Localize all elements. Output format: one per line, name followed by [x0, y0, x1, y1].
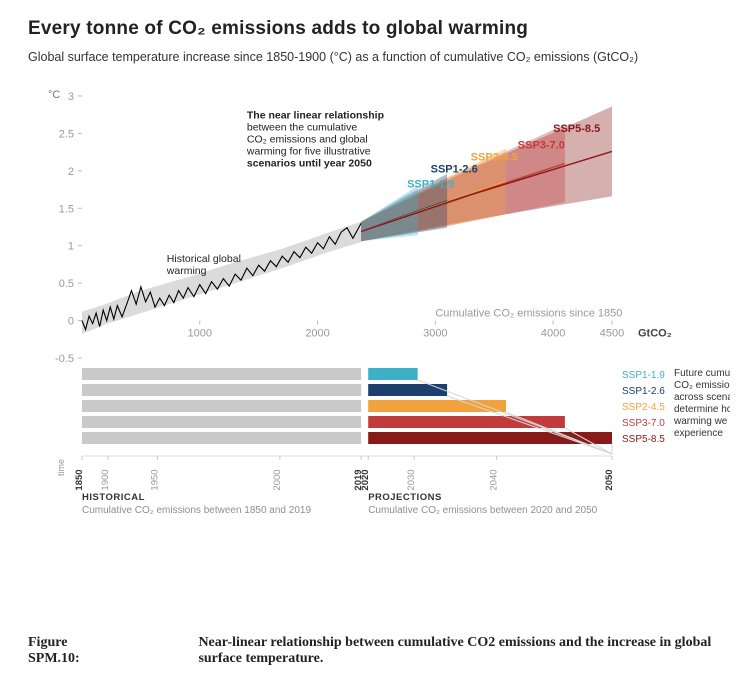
svg-text:2000: 2000	[272, 469, 283, 490]
svg-text:The near linear relationship: The near linear relationship	[247, 109, 384, 121]
svg-text:SSP3-7.0: SSP3-7.0	[622, 418, 665, 429]
caption-text: Near-linear relationship between cumulat…	[130, 635, 730, 667]
svg-text:1900: 1900	[100, 469, 111, 490]
svg-text:SSP1-2.6: SSP1-2.6	[431, 163, 478, 175]
svg-text:3000: 3000	[423, 328, 447, 340]
svg-text:Cumulative CO₂ emissions since: Cumulative CO₂ emissions since 1850	[435, 308, 622, 320]
svg-text:2000: 2000	[305, 328, 329, 340]
svg-text:across scenarios, and: across scenarios, and	[674, 392, 730, 403]
chart-container: -0.5 0 0.5 1 1.5 2 2.5 3 °C 1000 2000 3000 4000 4500 C…	[28, 68, 730, 568]
svg-text:SSP2-4.5: SSP2-4.5	[471, 151, 518, 163]
svg-text:warming for five illustrative: warming for five illustrative	[246, 145, 371, 157]
svg-text:scenarios until year 2050: scenarios until year 2050	[247, 157, 372, 169]
svg-text:SSP2-4.5: SSP2-4.5	[622, 402, 665, 413]
svg-text:determine how much: determine how much	[674, 404, 730, 415]
svg-text:4000: 4000	[541, 328, 565, 340]
svg-text:GtCO₂: GtCO₂	[638, 328, 672, 340]
svg-text:HISTORICAL: HISTORICAL	[82, 492, 145, 503]
svg-text:Future cumulative: Future cumulative	[674, 368, 730, 379]
svg-text:0: 0	[68, 316, 74, 328]
svg-text:1950: 1950	[149, 469, 160, 490]
svg-text:PROJECTIONS: PROJECTIONS	[368, 492, 442, 503]
svg-text:SSP1-1.9: SSP1-1.9	[407, 178, 454, 190]
svg-text:time: time	[56, 459, 66, 476]
svg-text:3: 3	[68, 91, 74, 103]
svg-text:Cumulative CO₂ emissions betwe: Cumulative CO₂ emissions between 1850 an…	[82, 505, 311, 516]
caption-label: Figure SPM.10:	[28, 635, 106, 667]
svg-text:2: 2	[68, 166, 74, 178]
svg-text:-0.5: -0.5	[55, 353, 74, 365]
svg-text:SSP5-8.5: SSP5-8.5	[553, 123, 600, 135]
svg-text:experience: experience	[674, 428, 723, 439]
svg-text:warming: warming	[166, 265, 207, 277]
svg-text:1.5: 1.5	[59, 203, 74, 215]
svg-text:2050: 2050	[604, 469, 615, 490]
svg-text:1850: 1850	[74, 469, 85, 490]
page-title: Every tonne of CO₂ emissions adds to glo…	[28, 18, 730, 40]
svg-text:Historical global: Historical global	[167, 253, 241, 265]
svg-text:°C: °C	[48, 89, 60, 101]
svg-text:4500: 4500	[600, 328, 624, 340]
svg-text:SSP1-2.6: SSP1-2.6	[622, 386, 665, 397]
svg-text:1000: 1000	[188, 328, 212, 340]
svg-text:between the cumulative: between the cumulative	[247, 121, 357, 133]
svg-text:CO₂ emissions differ: CO₂ emissions differ	[674, 380, 730, 391]
svg-text:2.5: 2.5	[59, 128, 74, 140]
page-subtitle: Global surface temperature increase sinc…	[28, 50, 730, 64]
svg-text:warming we will: warming we will	[673, 416, 730, 427]
svg-text:2020: 2020	[360, 469, 371, 490]
svg-text:2030: 2030	[406, 469, 417, 490]
svg-text:1: 1	[68, 241, 74, 253]
chart-svg: -0.5 0 0.5 1 1.5 2 2.5 3 °C 1000 2000 3000 4000 4500 C…	[28, 68, 730, 568]
svg-text:SSP3-7.0: SSP3-7.0	[518, 139, 565, 151]
figure-caption: Figure SPM.10: Near-linear relationship …	[28, 635, 730, 667]
svg-text:Cumulative CO₂ emissions betwe: Cumulative CO₂ emissions between 2020 an…	[368, 505, 597, 516]
svg-text:SSP5-8.5: SSP5-8.5	[622, 434, 665, 445]
svg-text:0.5: 0.5	[59, 278, 74, 290]
svg-text:CO₂ emissions and global: CO₂ emissions and global	[247, 133, 368, 145]
svg-text:2040: 2040	[489, 469, 500, 490]
svg-text:SSP1-1.9: SSP1-1.9	[622, 370, 665, 381]
